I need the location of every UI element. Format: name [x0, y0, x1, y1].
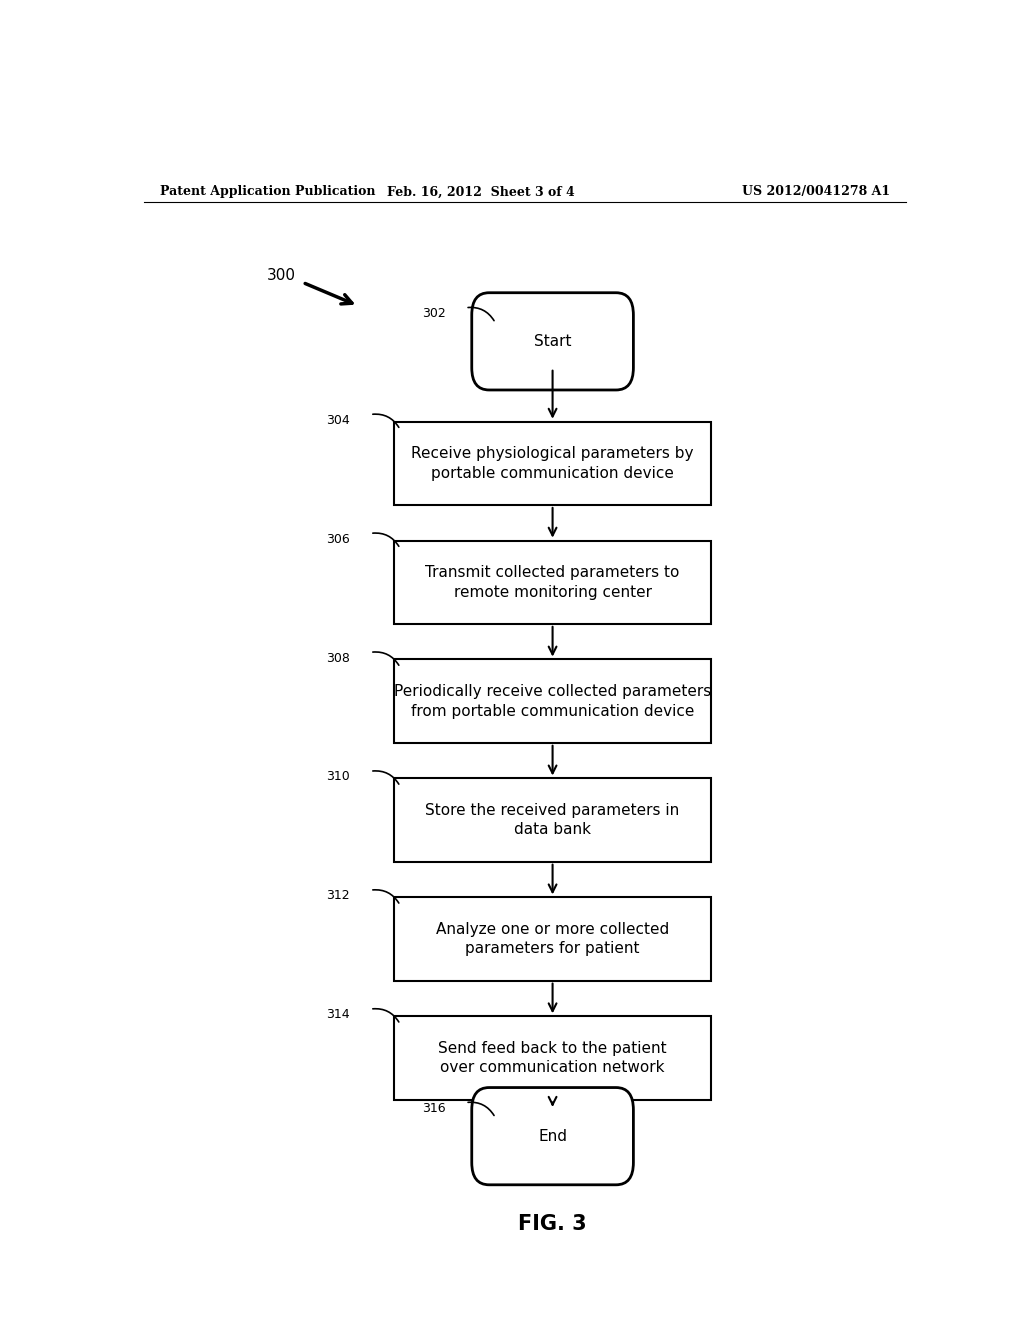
Text: 310: 310 [327, 771, 350, 784]
Text: 314: 314 [327, 1008, 350, 1022]
Text: End: End [538, 1129, 567, 1143]
Text: 304: 304 [327, 413, 350, 426]
Bar [394, 541, 712, 624]
Bar [394, 421, 712, 506]
Text: Feb. 16, 2012  Sheet 3 of 4: Feb. 16, 2012 Sheet 3 of 4 [387, 185, 575, 198]
Bar [394, 779, 712, 862]
Bar [394, 660, 712, 743]
Text: Analyze one or more collected
parameters for patient: Analyze one or more collected parameters… [436, 921, 670, 957]
Text: Patent Application Publication: Patent Application Publication [160, 185, 375, 198]
Text: FIG. 3: FIG. 3 [518, 1213, 587, 1234]
Text: 302: 302 [422, 308, 445, 319]
Text: US 2012/0041278 A1: US 2012/0041278 A1 [741, 185, 890, 198]
Text: 308: 308 [327, 652, 350, 664]
Bar [394, 1016, 712, 1100]
Text: 306: 306 [327, 533, 350, 545]
Text: Store the received parameters in
data bank: Store the received parameters in data ba… [425, 803, 680, 837]
Text: Transmit collected parameters to
remote monitoring center: Transmit collected parameters to remote … [425, 565, 680, 599]
Text: Periodically receive collected parameters
from portable communication device: Periodically receive collected parameter… [394, 684, 712, 718]
Bar [394, 898, 712, 981]
Text: 300: 300 [267, 268, 296, 282]
FancyBboxPatch shape [472, 293, 634, 389]
Text: Send feed back to the patient
over communication network: Send feed back to the patient over commu… [438, 1040, 667, 1076]
Text: Receive physiological parameters by
portable communication device: Receive physiological parameters by port… [412, 446, 694, 480]
Text: 316: 316 [422, 1102, 445, 1115]
Text: Start: Start [534, 334, 571, 348]
Text: 312: 312 [327, 890, 350, 903]
FancyBboxPatch shape [472, 1088, 634, 1185]
